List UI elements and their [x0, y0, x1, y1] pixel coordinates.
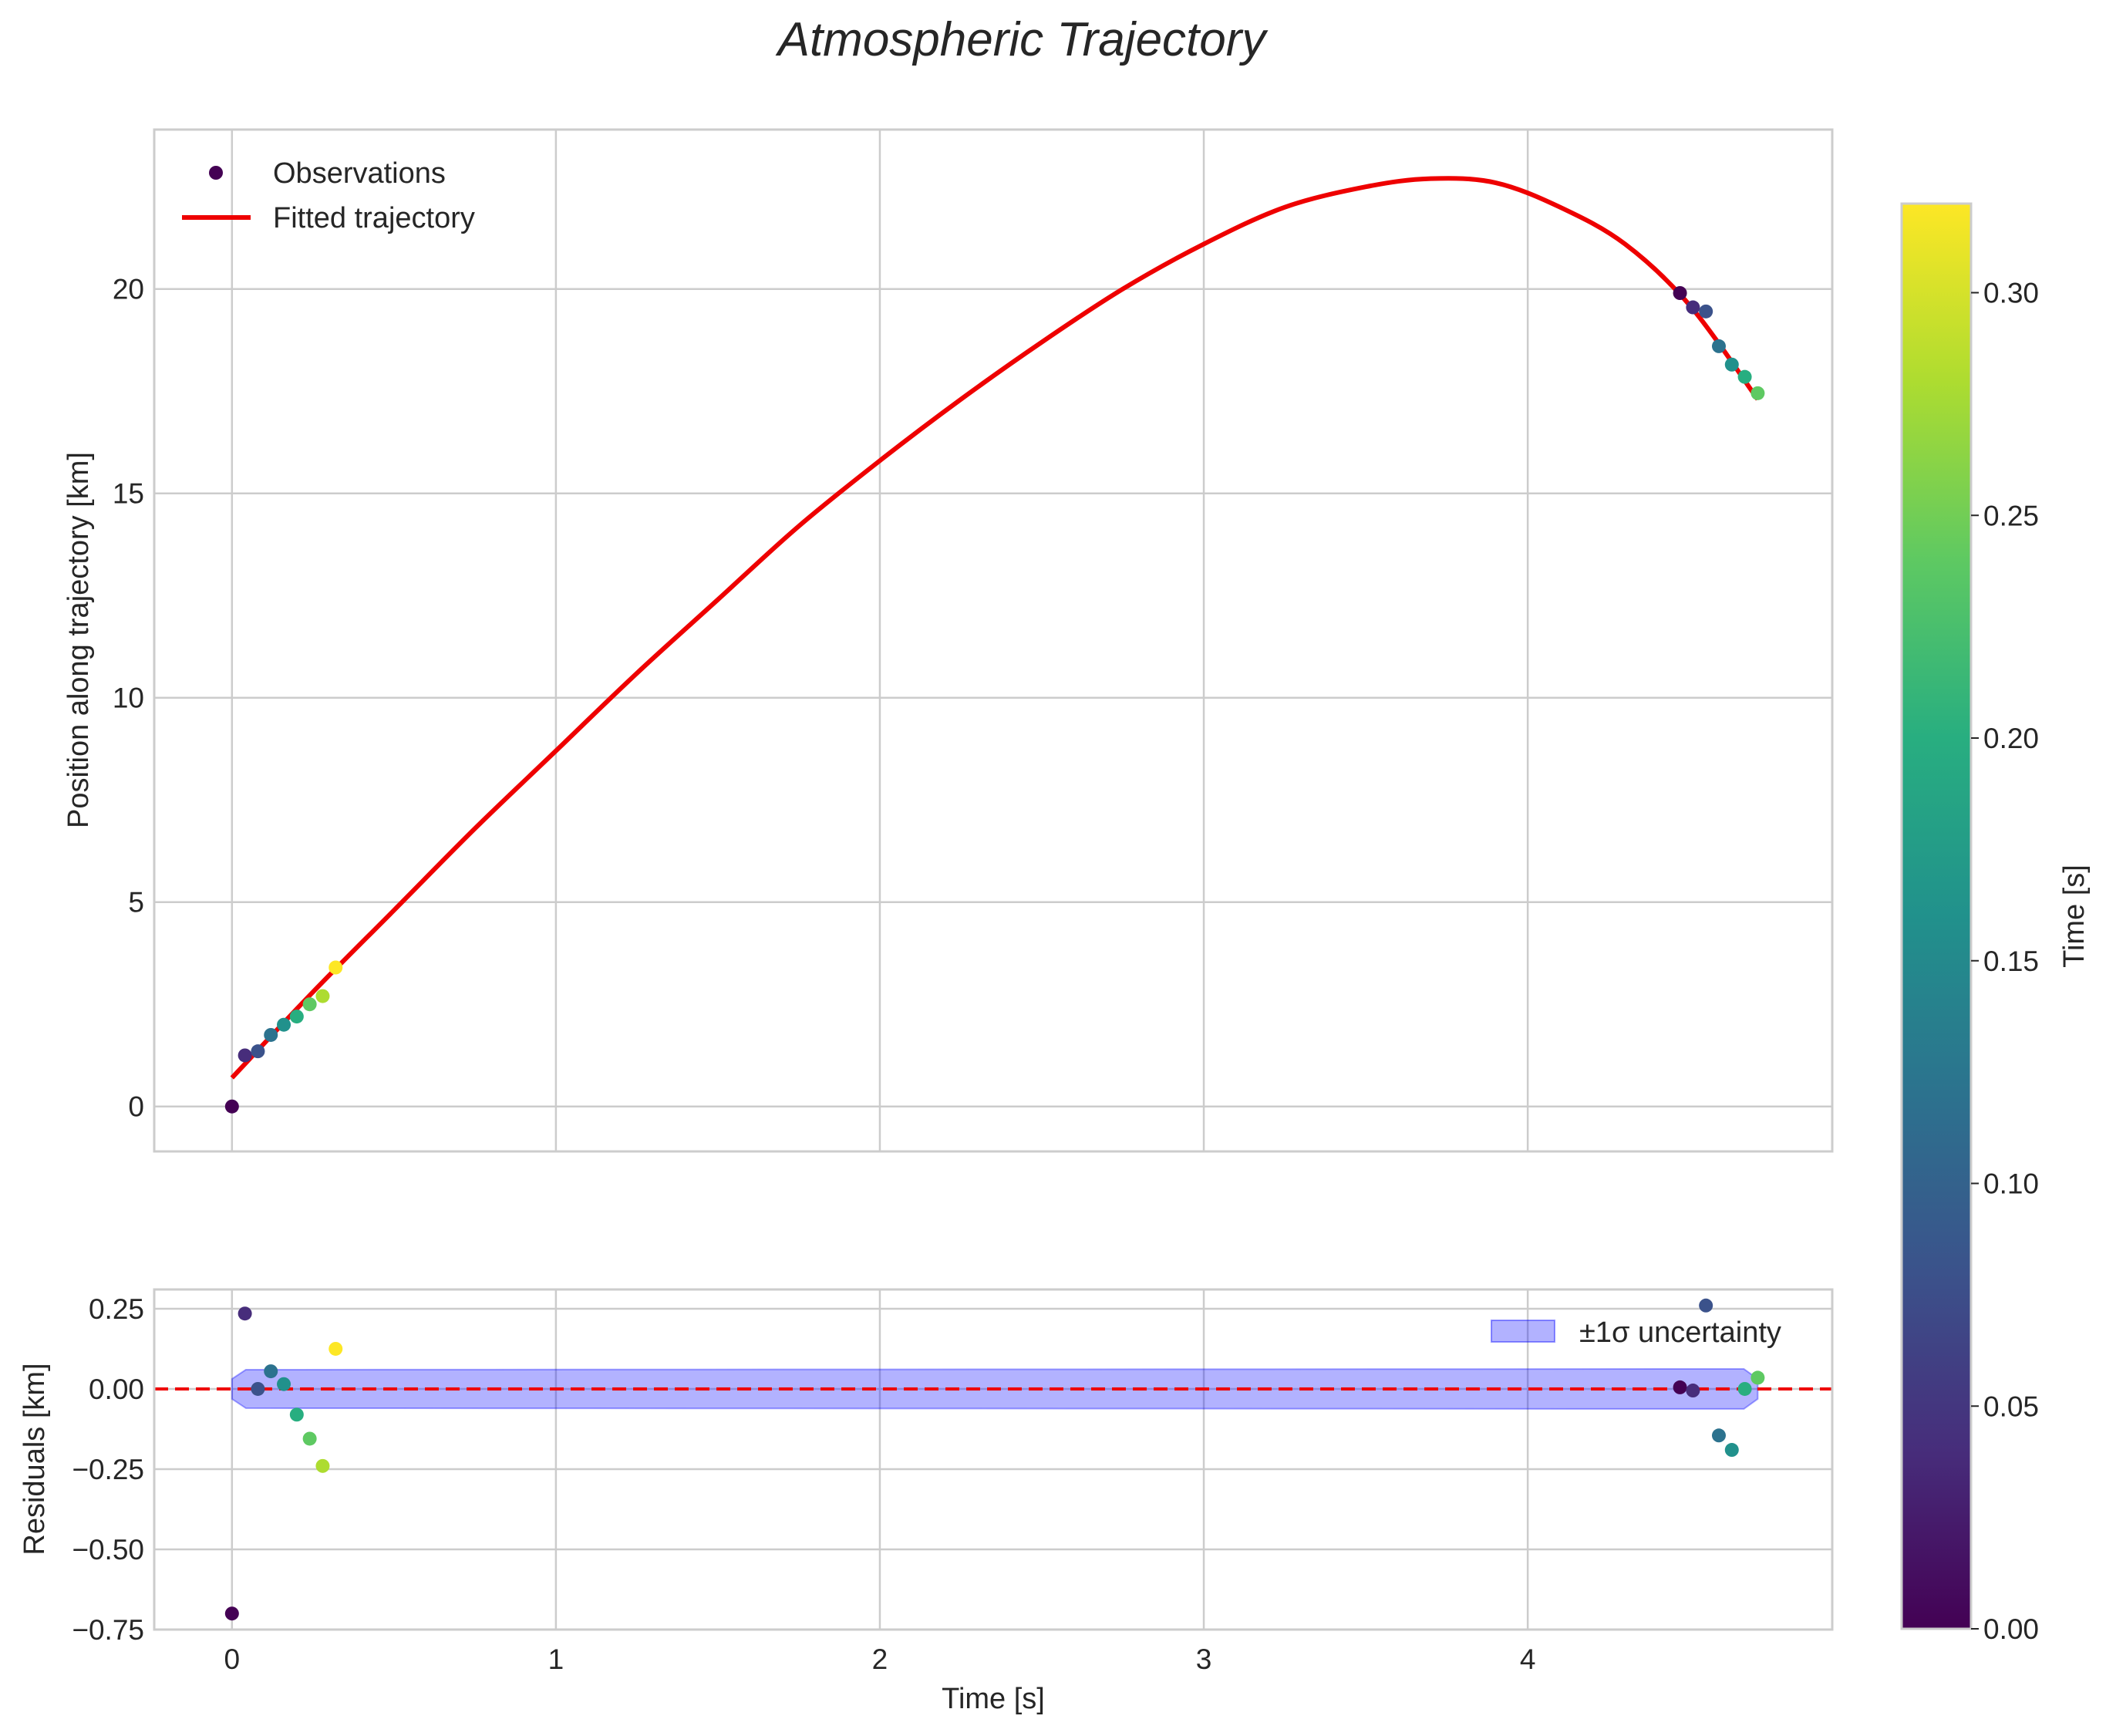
colorbar-label: Time [s]	[2058, 865, 2091, 968]
residual-point	[329, 1341, 343, 1356]
colorbar-ticks: 0.00 0.05 0.10 0.15 0.20 0.25 0.30	[1971, 278, 2039, 1645]
residual-point	[1737, 1381, 1752, 1396]
legend-band-label: ±1σ uncertainty	[1579, 1316, 1781, 1349]
observation-point	[302, 997, 317, 1012]
residual-point	[1711, 1428, 1726, 1443]
observation-point	[1686, 300, 1700, 315]
colorbar-tick-label: 0.25	[1983, 500, 2039, 531]
x-tick-label: 4	[1520, 1643, 1536, 1675]
x-tick-label: 0	[224, 1643, 241, 1675]
observation-point	[1724, 357, 1739, 372]
residual-points	[224, 1298, 1765, 1621]
fitted-trajectory-line	[230, 176, 1760, 1080]
observation-point	[289, 1010, 304, 1024]
top-y-axis-label: Position along trajectory [km]	[62, 452, 95, 828]
observation-point	[1711, 339, 1726, 353]
top-axes-frame	[153, 128, 1834, 1153]
colorbar-tick-label: 0.20	[1983, 723, 2039, 754]
colorbar	[1900, 202, 1973, 1630]
bottom-axes-frame	[153, 1288, 1834, 1631]
y-tick-label: −0.25	[72, 1454, 144, 1485]
bottom-y-axis-label: Residuals [km]	[19, 1363, 51, 1555]
y-tick-label: −0.75	[72, 1614, 144, 1646]
colorbar-tick-label: 0.00	[1983, 1613, 2039, 1645]
top-gridlines	[154, 130, 1832, 1151]
observation-points	[224, 286, 1765, 1114]
residual-point	[224, 1606, 239, 1621]
colorbar-tick-label: 0.05	[1983, 1390, 2039, 1422]
bottom-tick-labels: 0 1 2 3 4 0.25 0.00 −0.25 −0.50 −0.75	[72, 1293, 1535, 1675]
y-tick-label: −0.50	[72, 1534, 144, 1566]
legend-observations-label: Observations	[273, 157, 446, 190]
observation-point	[251, 1044, 265, 1059]
residual-point	[264, 1364, 278, 1379]
y-tick-label: 0.25	[89, 1293, 144, 1325]
x-tick-label: 2	[872, 1643, 888, 1675]
top-legend: Observations Fitted trajectory	[182, 157, 475, 234]
observation-point	[224, 1099, 239, 1114]
residual-point	[1751, 1370, 1765, 1385]
residual-point	[251, 1381, 265, 1396]
residual-point	[1673, 1380, 1687, 1394]
observation-point	[1699, 304, 1713, 319]
colorbar-tick-label: 0.15	[1983, 946, 2039, 977]
observation-point	[264, 1027, 278, 1042]
y-tick-label: 20	[113, 274, 144, 305]
residual-point	[289, 1407, 304, 1422]
residual-point	[1724, 1443, 1739, 1458]
y-tick-label: 15	[113, 478, 144, 510]
observation-point	[277, 1017, 291, 1032]
observation-point	[1737, 369, 1752, 384]
colorbar-tick-label: 0.10	[1983, 1168, 2039, 1200]
observation-point	[1673, 286, 1687, 300]
observation-point	[238, 1048, 252, 1063]
x-axis-label: Time [s]	[942, 1683, 1045, 1715]
residual-point	[315, 1458, 330, 1473]
observation-point	[1751, 386, 1765, 400]
observation-point	[315, 989, 330, 1003]
y-tick-label: 10	[113, 683, 144, 714]
residual-point	[277, 1377, 291, 1391]
legend-band-swatch	[1491, 1320, 1555, 1343]
colorbar-tick-label: 0.30	[1983, 278, 2039, 309]
chart-title: Atmospheric Trajectory	[775, 13, 1269, 66]
y-tick-label: 0.00	[89, 1374, 144, 1405]
observation-point	[329, 960, 343, 975]
legend-fit-label: Fitted trajectory	[273, 202, 475, 234]
y-tick-label: 0	[128, 1091, 144, 1123]
residual-point	[1699, 1298, 1713, 1313]
legend-observations-marker	[209, 166, 223, 180]
top-tick-labels: 0 5 10 15 20	[113, 274, 144, 1123]
x-tick-label: 1	[548, 1643, 564, 1675]
x-tick-label: 3	[1196, 1643, 1212, 1675]
residual-point	[302, 1431, 317, 1446]
bottom-legend: ±1σ uncertainty	[1491, 1316, 1781, 1349]
y-tick-label: 5	[128, 887, 144, 919]
residual-point	[238, 1306, 252, 1321]
residual-point	[1686, 1384, 1700, 1398]
